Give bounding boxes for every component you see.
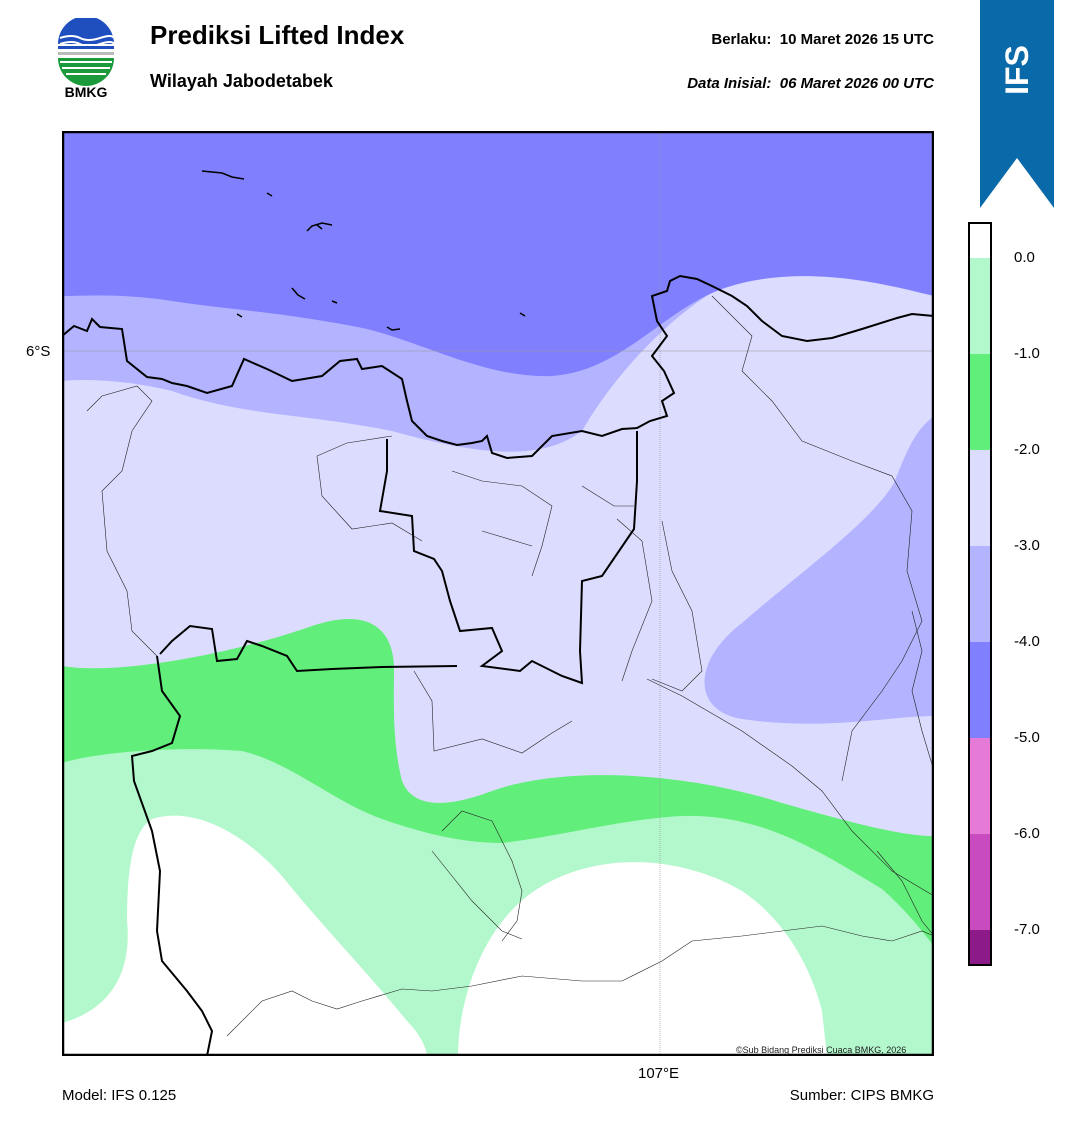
colorbar-tick-label: -1.0: [1014, 345, 1040, 362]
map-title: Prediksi Lifted Index: [150, 20, 405, 50]
colorbar-band: [968, 642, 992, 738]
coastline: [62, 274, 934, 460]
colorbar-tick-label: -3.0: [1014, 537, 1040, 554]
colorbar-band: [968, 738, 992, 834]
init-value: 06 Maret 2026 00 UTC: [779, 75, 934, 92]
valid-label: Berlaku:: [711, 31, 772, 48]
init-label: Data Inisial:: [687, 75, 772, 92]
ifs-banner: IFS: [980, 0, 1054, 208]
province-border-sw: [130, 655, 214, 1056]
colorbar-band: [968, 450, 992, 546]
colorbar-tick-label: -4.0: [1014, 633, 1040, 650]
colorbar-band: [968, 834, 992, 930]
shade-li-minus4-east: [704, 371, 934, 724]
banner-text: IFS: [999, 45, 1035, 95]
colorbar-tick-label: -7.0: [1014, 921, 1040, 938]
province-border-west: [159, 624, 458, 673]
model-label: Model: IFS 0.125: [62, 1087, 177, 1104]
thousand-islands: [201, 170, 526, 331]
logo-text: BMKG: [64, 84, 108, 100]
lon-label: 107°E: [638, 1065, 680, 1082]
regency-borders: [86, 295, 934, 1037]
province-border: [378, 431, 638, 685]
valid-time: Berlaku: 10 Maret 2026 15 UTC: [711, 31, 934, 48]
colorbar-tick-label: -6.0: [1014, 825, 1040, 842]
shade-li-zero-2: [458, 862, 827, 1056]
init-time: Data Inisial: 06 Maret 2026 00 UTC: [687, 75, 934, 92]
colorbar-tick-label: -2.0: [1014, 441, 1040, 458]
lifted-index-map: [62, 131, 934, 1056]
colorbar-tick-label: -5.0: [1014, 729, 1040, 746]
colorbar-band: [968, 930, 992, 966]
colorbar-band: [968, 258, 992, 354]
shade-li-zero: [62, 815, 427, 1056]
colorbar-band: [968, 222, 992, 258]
colorbar-band: [968, 354, 992, 450]
shade-li-minus5: [62, 131, 934, 377]
bmkg-logo-icon: [58, 18, 115, 86]
map-subtitle: Wilayah Jabodetabek: [150, 71, 333, 91]
valid-value: 10 Maret 2026 15 UTC: [779, 31, 934, 48]
source-label: Sumber: CIPS BMKG: [789, 1087, 934, 1104]
colorbar-tick-label: 0.0: [1014, 249, 1035, 266]
colorbar-band: [968, 546, 992, 642]
lat-label: 6°S: [26, 343, 51, 360]
colorbar: [968, 222, 992, 966]
map-credit: ©Sub Bidang Prediksi Cuaca BMKG, 2026: [736, 1045, 907, 1055]
